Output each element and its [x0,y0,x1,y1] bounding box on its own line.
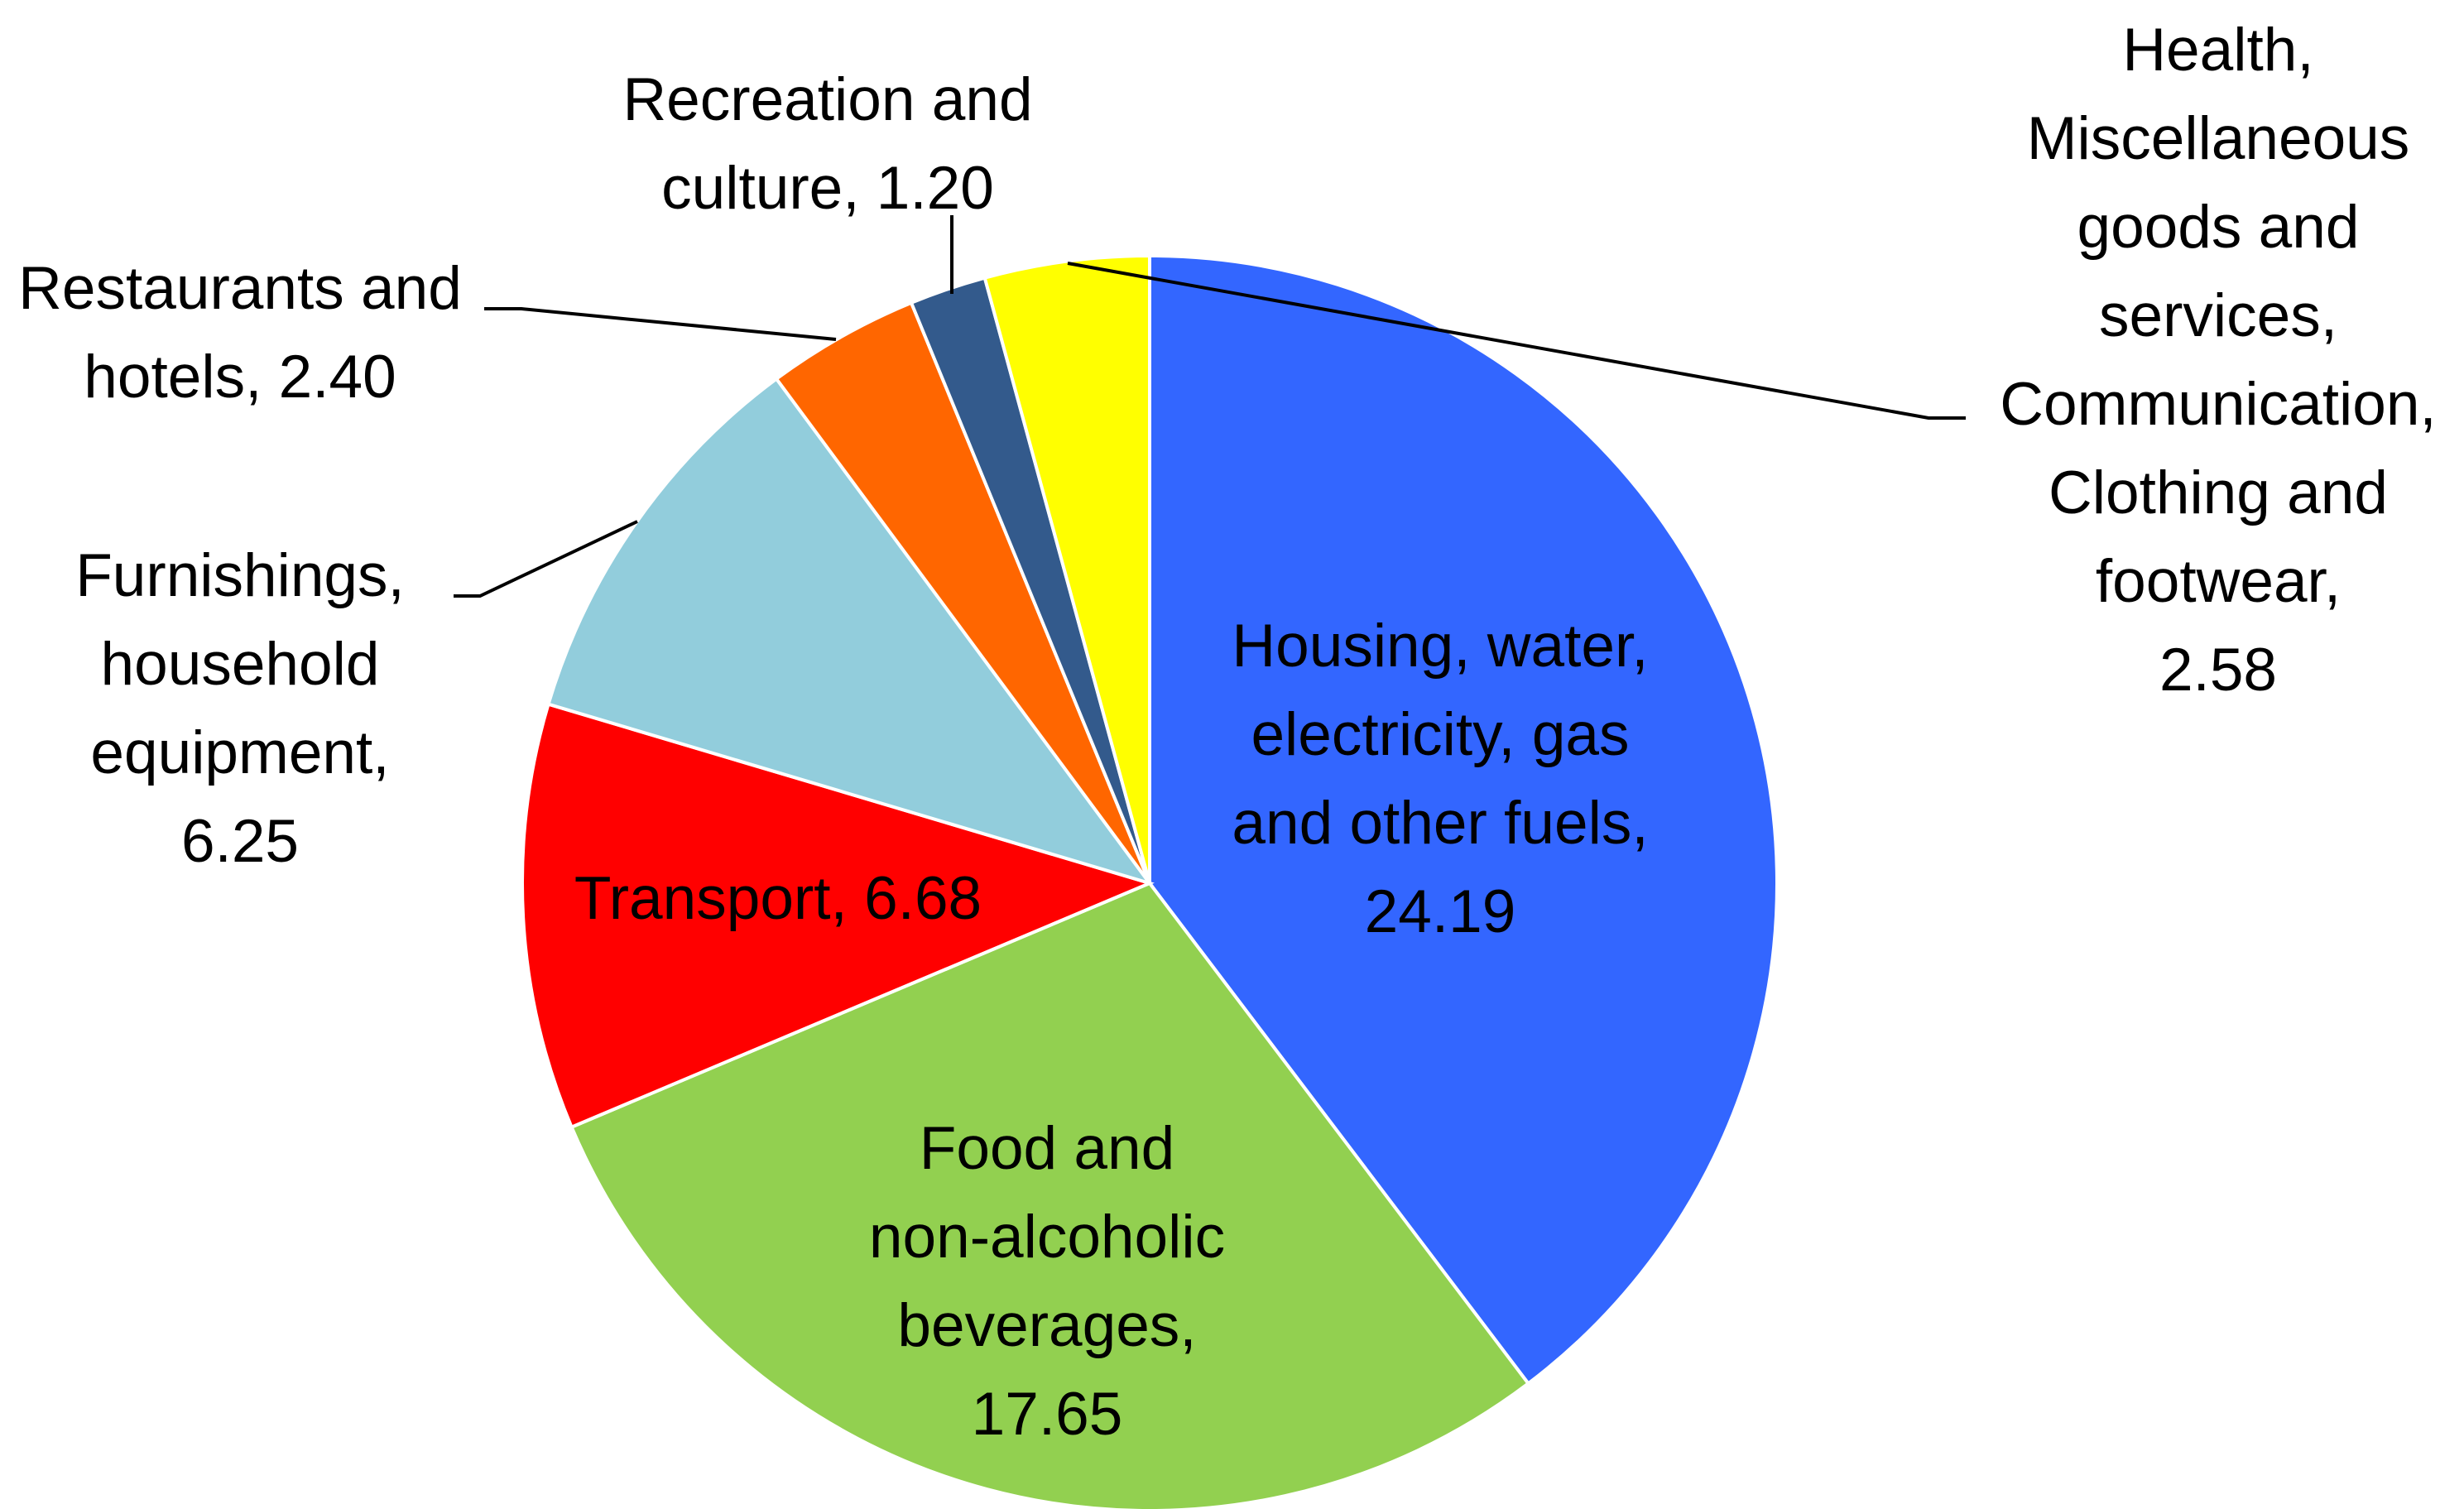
slice-label-line: beverages, [897,1292,1196,1359]
slice-label-line: Communication, [2000,371,2436,438]
pie-slice-health-misc [982,253,1151,884]
slice-label-line: Furnishings, [75,542,405,609]
slice-label-line: Health, [2122,17,2313,84]
slice-label-line: Clothing and [2049,459,2388,526]
slice-label-line: Miscellaneous [2027,105,2410,172]
slice-label-line: 6.25 [181,808,299,875]
slice-label-line: footwear, [2096,548,2341,615]
slice-label-line: Restaurants and [18,255,462,322]
pie-slice-housing [1148,253,1779,1386]
slice-label-line: Food and [920,1115,1174,1182]
slice-label-furnishings: Furnishings, household equipment, 6.25 [75,542,405,875]
slice-label-line: equipment, [90,719,389,786]
slice-label-line: Recreation and [622,66,1032,133]
leader-line-furnishings [454,520,638,598]
slice-label-housing: Housing, water, electricity, gas and other… [1232,613,1648,945]
slice-label-line: non-alcoholic [869,1204,1225,1271]
slice-labels: Housing, water, electricity, gas and other… [18,17,2437,1448]
slice-label-health-misc: Health, Miscellaneous goods and services, Co… [2000,17,2436,704]
pie-slice-transport [521,702,1155,1130]
leader-line-restaurants [484,307,837,341]
leader-lines [454,215,1966,598]
slice-label-line: hotels, 2.40 [84,344,396,411]
slice-label-line: 2.58 [2159,637,2277,704]
slice-label-transport: Transport, 6.68 [574,865,982,932]
slice-label-recreation: Recreation and culture, 1.20 [622,66,1032,222]
slice-label-line: Transport, 6.68 [574,865,982,932]
slice-label-line: electricity, gas [1251,701,1629,768]
slice-label-restaurants: Restaurants and hotels, 2.40 [18,255,462,411]
pie-slice-food [569,881,1531,1509]
slice-label-line: household [101,631,380,698]
pie-slice-restaurants [774,300,1151,885]
slice-label-food: Food and non-alcoholic beverages, 17.65 [869,1115,1225,1448]
slice-label-line: 17.65 [972,1381,1123,1448]
leader-line-health-misc [1067,262,1966,420]
slice-label-line: and other fuels, [1232,790,1648,857]
slice-label-line: goods and [2077,194,2360,261]
slice-label-line: 24.19 [1365,878,1516,945]
pie-slices [521,253,1779,1509]
slice-label-line: Housing, water, [1232,613,1648,680]
slice-label-line: culture, 1.20 [661,155,994,222]
slice-label-line: services, [2099,282,2337,349]
